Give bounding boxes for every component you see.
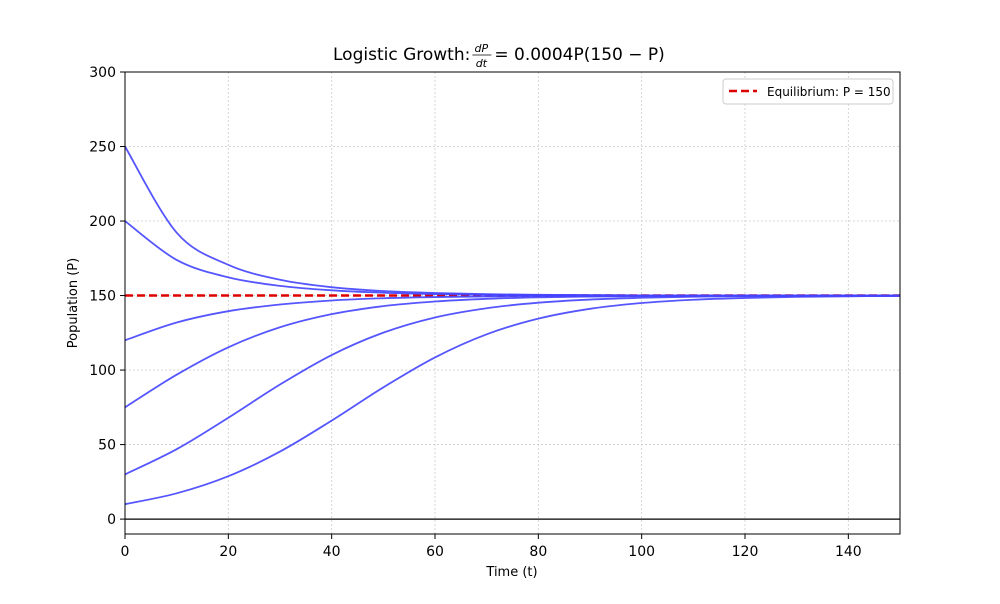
series-lines	[124, 146, 901, 506]
y-tick-label: 50	[98, 438, 116, 454]
series-line-2	[124, 294, 900, 409]
x-tick-label: 140	[835, 544, 862, 560]
legend-label-equilibrium: Equilibrium: P = 150	[767, 85, 891, 99]
x-tick-label: 100	[628, 544, 655, 560]
series-line-4	[124, 220, 900, 297]
grid	[124, 71, 900, 534]
x-tick-label: 120	[732, 544, 759, 560]
series-line-1	[124, 294, 901, 476]
title-fraction-numerator: dP	[475, 42, 489, 55]
x-tick-label: 60	[426, 544, 444, 560]
chart-title-formula: = 0.0004P(150 − P)	[494, 45, 664, 65]
ticks: 0 20 40 60 80 100 120 140 0 50 100 150 200 250 300	[89, 65, 861, 560]
x-tick-label: 0	[121, 544, 130, 560]
title-fraction-denominator: dt	[476, 57, 488, 70]
series-line-3	[124, 294, 900, 342]
series-line-5	[124, 146, 900, 297]
reference-lines	[125, 294, 900, 520]
legend-box	[722, 78, 894, 105]
x-tick-label: 20	[219, 544, 237, 560]
y-tick-label: 250	[89, 140, 116, 156]
y-axis-label: Population (P)	[66, 258, 81, 348]
chart-title: Logistic Growth:	[333, 45, 470, 65]
x-axis-label: Time (t)	[485, 565, 537, 580]
y-tick-label: 150	[89, 289, 116, 305]
y-tick-label: 0	[107, 512, 116, 528]
plot-frame	[124, 71, 901, 535]
y-tick-label: 100	[89, 363, 116, 379]
series-line-0	[124, 295, 901, 506]
legend: Equilibrium: P = 150	[722, 78, 894, 105]
x-tick-label: 80	[529, 544, 547, 560]
y-tick-label: 200	[89, 214, 116, 230]
x-tick-label: 40	[323, 544, 341, 560]
y-tick-label: 300	[89, 65, 116, 81]
